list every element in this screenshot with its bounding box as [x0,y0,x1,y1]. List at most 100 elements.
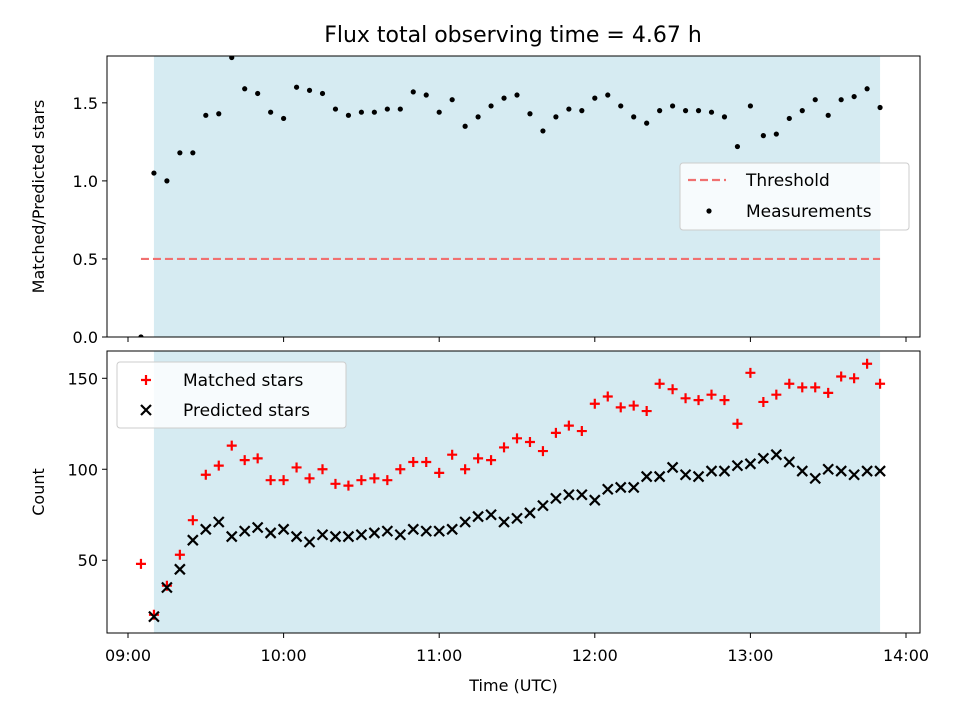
legend-measurements-label: Measurements [746,202,872,222]
matched-point [823,387,834,398]
measurement-point [410,89,416,95]
predicted-point [744,458,757,470]
matched-point [602,391,613,402]
predicted-point [653,470,666,483]
measurement-point [436,109,442,115]
measurement-point [721,114,728,120]
matched-point [174,549,185,560]
predicted-point [783,456,796,468]
measurement-point [631,114,637,120]
measurement-point [825,112,831,118]
predicted-point [848,468,860,481]
top-panel: 0.0 0.5 1.0 1.5 Matched/Predicted stars Thres… [29,55,921,347]
measurement-point [579,108,585,114]
y-tick-label: 50 [78,551,98,570]
predicted-point [666,461,679,474]
predicted-point [394,528,407,541]
figure-title: Flux total observing time = 4.67 h [324,23,702,48]
measurement-point [644,120,650,126]
measurement-point [462,123,468,129]
matched-point [550,427,561,438]
measurement-point [592,95,598,101]
matched-point [862,358,873,369]
predicted-point [368,527,381,539]
measurement-point [734,143,741,150]
measurement-point [657,108,663,114]
measurement-point [397,106,403,112]
measurement-point [384,106,390,112]
predicted-point [355,528,368,541]
matched-point [213,460,224,471]
series-measurements [138,56,883,337]
matched-point [680,393,691,404]
measurement-point [293,84,300,90]
axes-frame [106,350,921,634]
predicted-point [796,465,809,477]
measurement-point [812,97,818,103]
matched-point [849,373,860,384]
plot-area [138,56,883,337]
matched-point [369,473,380,484]
matched-point [576,426,587,437]
measurement-point [319,90,326,97]
matched-point [135,558,146,569]
predicted-point [692,470,705,483]
y-tick-label: 0.5 [73,250,98,269]
x-tick-label: 11:00 [416,646,462,665]
matched-point [745,367,756,378]
measurement-point [255,90,261,97]
matched-point [447,449,458,460]
matched-point [291,462,302,473]
matched-point [537,446,548,457]
measurement-point [786,115,792,122]
predicted-point [329,530,342,543]
predicted-point [187,534,199,546]
x-tick-label: 13:00 [727,646,773,665]
measurement-point [229,56,235,61]
measurement-point [799,108,805,114]
legend-box [679,162,910,231]
measurement-point [177,150,183,156]
plot-area [135,358,886,623]
matched-point [421,456,432,467]
matched-point [434,467,445,478]
measurement-point [708,109,715,115]
measurement-point [864,86,870,92]
measurement-point [151,170,157,176]
matched-point [499,442,510,453]
predicted-point [472,510,484,523]
matched-point [797,382,808,393]
legend-box [116,361,347,429]
matched-point [226,440,237,451]
matched-point [693,395,704,406]
measurement-point [695,108,702,114]
measurement-point [306,87,313,93]
measurement-point [618,103,624,109]
predicted-point [563,488,575,501]
matched-point [200,469,211,480]
bottom-panel: 50 100 150 09:00 10:00 11:00 12:00 13:00 14:00 Co… [29,350,929,695]
matched-point [563,420,574,431]
matched-point [252,453,263,464]
matched-point [667,384,678,395]
predicted-point [446,523,458,536]
predicted-point [225,530,238,543]
measurement-point [605,92,611,98]
predicted-point [485,508,497,521]
predicted-point [589,494,601,506]
measurement-point [773,131,779,137]
predicted-point [822,463,834,476]
matched-point [278,475,289,486]
measurement-point [358,109,364,115]
matched-point [395,464,406,475]
predicted-point [316,528,329,541]
legend-measurements-swatch [706,208,712,214]
x-tick-label: 10:00 [261,646,307,665]
matched-point [356,475,367,486]
predicted-point [679,468,692,481]
predicted-point [420,525,433,537]
predicted-point [174,563,186,576]
matched-point [330,478,341,489]
predicted-point [303,536,316,548]
